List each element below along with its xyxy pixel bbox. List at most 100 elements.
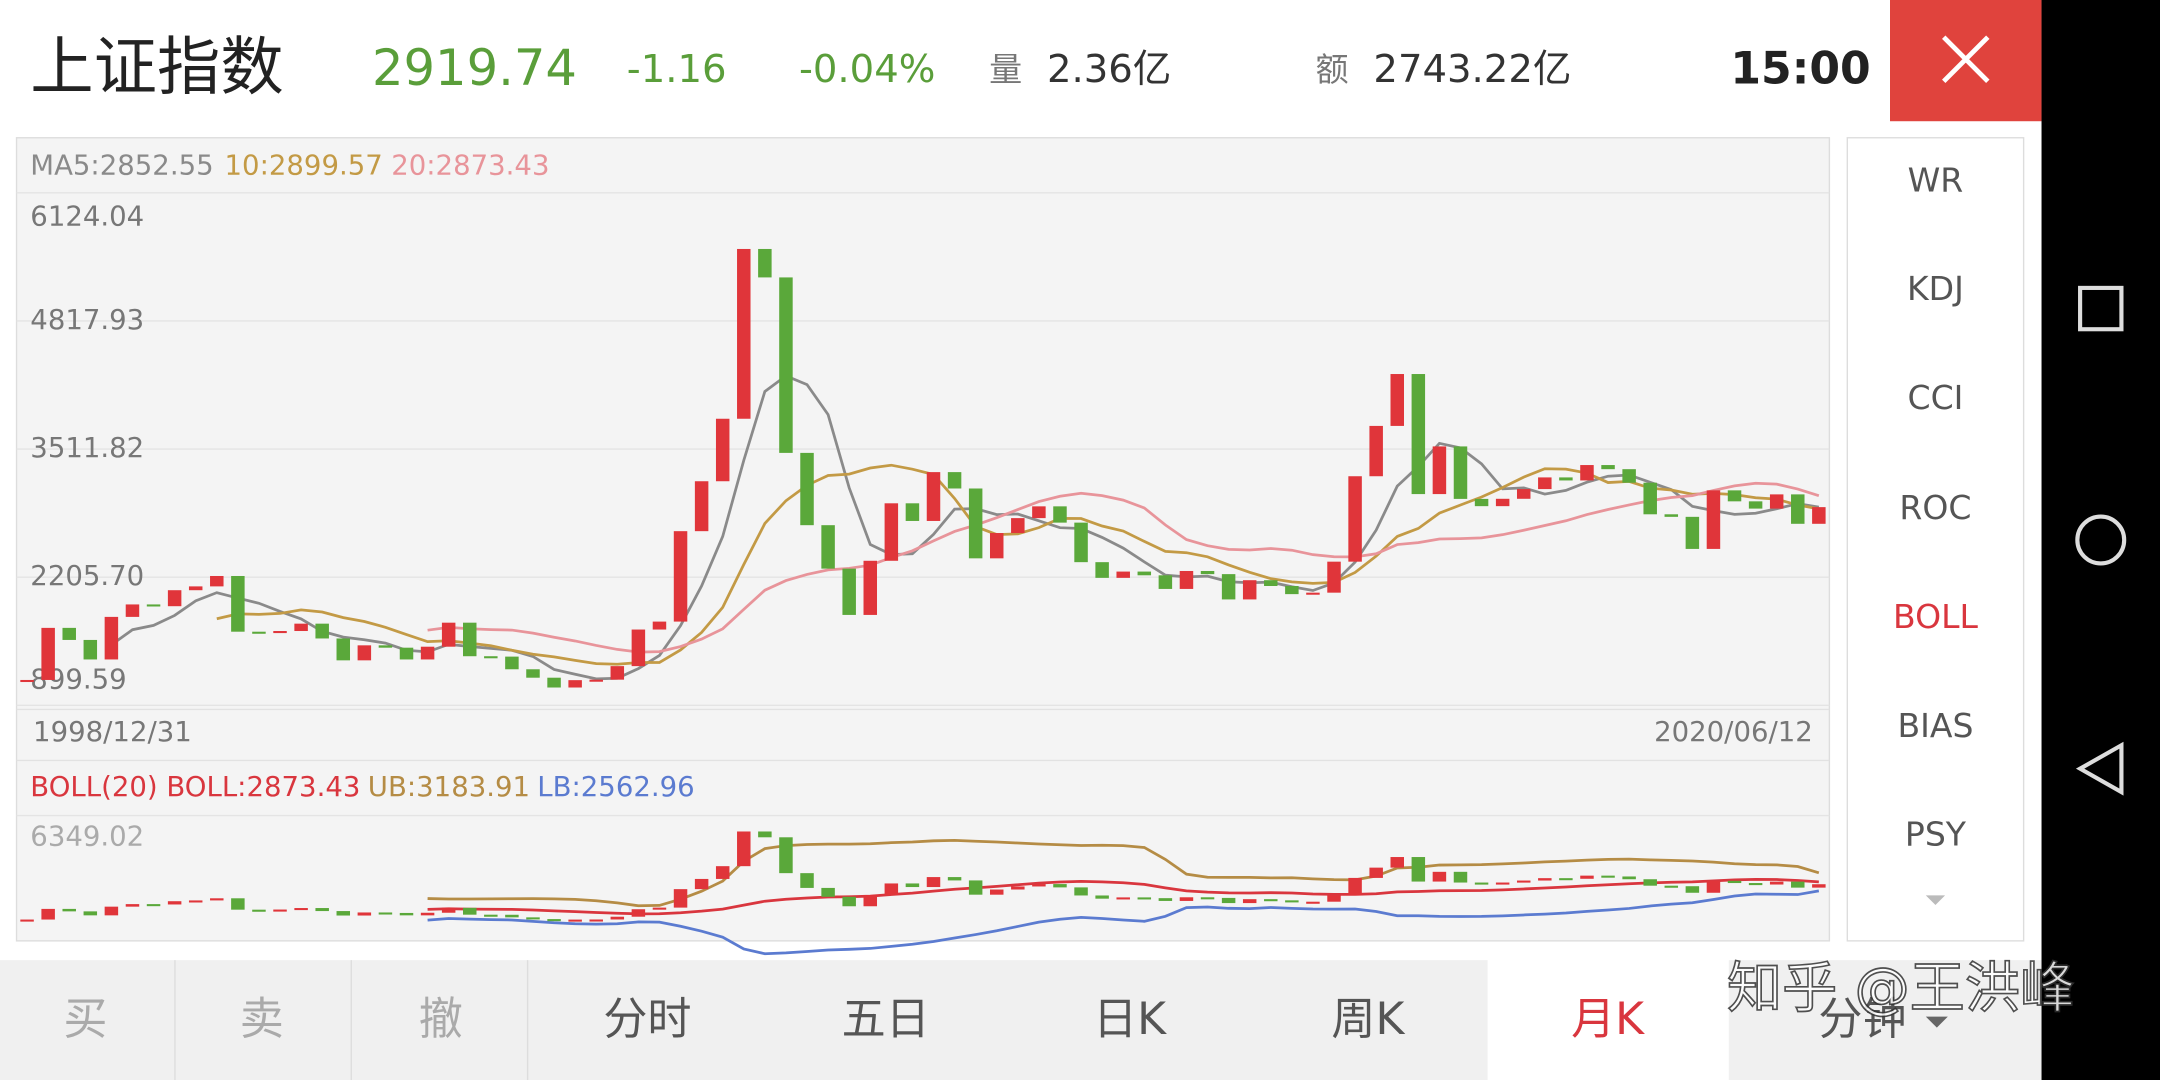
candle [83,639,98,660]
change: -1.16 [627,47,727,92]
candle [1369,425,1383,477]
candle [758,831,772,838]
candle [715,866,730,879]
dropdown-arrow[interactable] [1925,1016,1948,1028]
tab[interactable]: 五日 [842,994,930,1045]
end-date: 2020/06/12 [1654,716,1813,748]
candle [1137,571,1152,576]
candle [652,907,667,910]
candle [1179,570,1194,589]
legend-entry: MA5:2852.55 [30,150,213,182]
indicator-item[interactable]: CCI [1908,378,1964,417]
tab[interactable]: 分时 [603,994,691,1045]
home-button[interactable] [2075,514,2127,566]
tab[interactable]: 分钟 [1818,994,1906,1045]
indicator-item[interactable]: BIAS [1897,706,1973,745]
candle [1264,899,1278,902]
candle [20,919,34,922]
tab[interactable]: 月K [1571,994,1645,1045]
candle [167,901,182,905]
candle [1053,506,1067,523]
back-button[interactable] [2075,741,2124,796]
indicator-item[interactable]: BOLL [1893,597,1979,636]
candle [737,831,751,867]
candle [1053,884,1067,888]
candle [1221,897,1236,904]
candle [1116,571,1130,578]
amount-label: 额 [1316,50,1349,89]
candle [1727,490,1742,502]
candle [631,909,646,917]
candle [41,908,55,920]
tab-bar [0,960,1488,1080]
candle [1559,477,1573,481]
tab[interactable]: 撤 [419,994,463,1045]
candle [1453,446,1468,499]
tab[interactable]: 日K [1093,994,1167,1045]
legend-entry: LB:2562.96 [537,771,694,803]
candle [273,631,287,634]
candle [694,878,709,890]
candle [62,627,76,640]
candle [484,656,498,659]
candle [1158,575,1173,589]
recent-button[interactable] [2078,285,2124,332]
candle [462,622,477,657]
candle [989,889,1004,895]
candle [694,481,709,532]
close-button[interactable] [1890,0,2042,122]
indicator-item[interactable]: PSY [1905,815,1967,854]
candle [41,627,55,680]
candle [673,531,688,622]
candle [1390,374,1404,426]
candle [905,503,920,521]
candle [1727,880,1742,884]
candle [505,914,519,918]
candle [1622,876,1636,880]
candle [441,622,456,647]
candle [989,533,1004,559]
candle [526,917,540,920]
candle [779,837,793,874]
candle [1748,501,1763,509]
tab[interactable]: 卖 [240,994,284,1045]
candle [167,590,182,607]
candle [315,908,329,912]
indicator-item[interactable]: WR [1908,160,1964,199]
candle [547,677,561,688]
candle [884,883,899,896]
candle [441,907,456,913]
tab[interactable]: 买 [63,994,107,1045]
candle [1432,871,1447,882]
tab[interactable]: 周K [1331,994,1405,1045]
candle [758,248,772,278]
active-tab-bg [1487,960,1729,1080]
candle [884,503,899,561]
candle [462,907,477,915]
candle [1706,880,1721,893]
candle [800,452,814,526]
candle [1664,885,1679,888]
legend-entry: BOLL(20) BOLL:2873.43 [30,771,360,803]
indicator-item[interactable]: KDJ [1907,269,1964,308]
candle [673,889,688,908]
candle [125,904,140,907]
candle [378,645,393,648]
boll-mid [427,877,1819,916]
candle [1812,507,1826,524]
candle [231,575,245,632]
candle [1306,592,1320,595]
amount: 2743.22亿 [1373,47,1571,92]
candle [231,898,245,910]
more-arrow[interactable] [1925,895,1946,906]
boll-lower [427,889,1820,956]
candle [1580,875,1594,879]
candle [336,638,351,661]
candle [1538,477,1552,490]
start-date: 1998/12/31 [33,716,192,748]
chart-panel [15,137,1831,942]
candle [863,895,878,907]
indicator-item[interactable]: ROC [1899,488,1971,527]
candle [589,919,603,922]
